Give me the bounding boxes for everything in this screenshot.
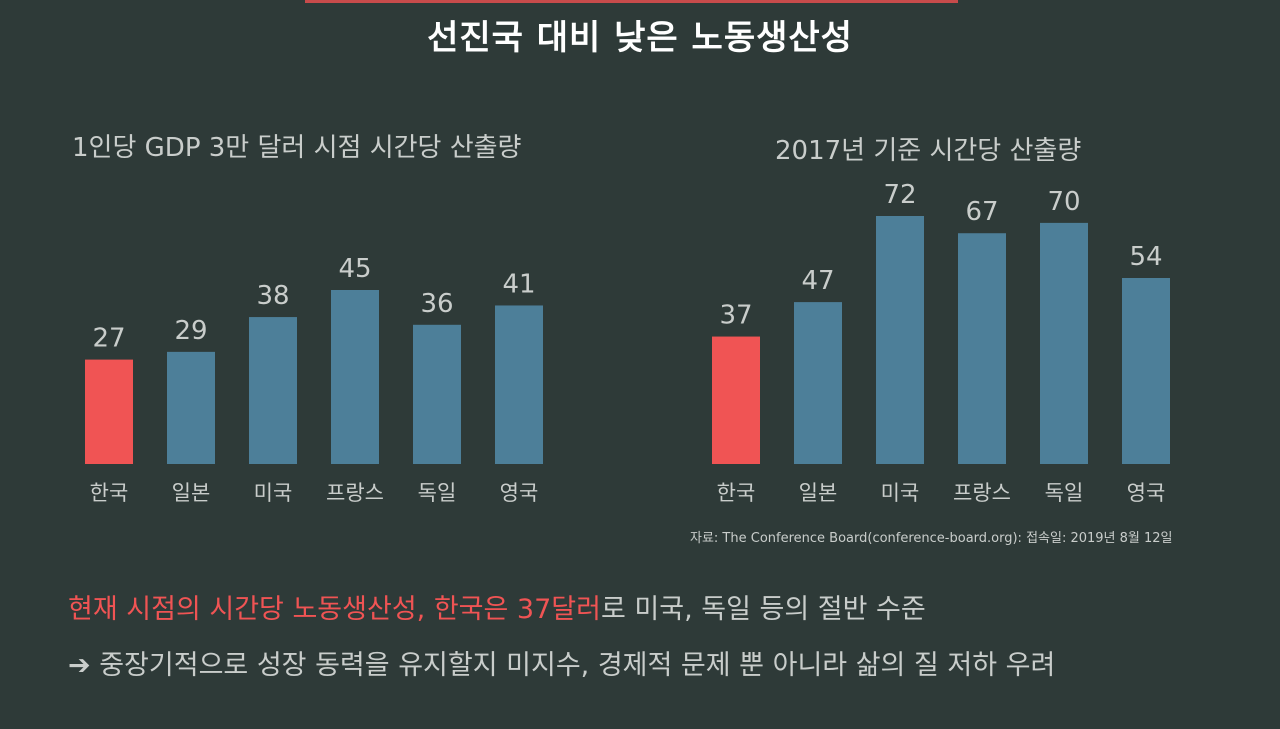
chart1-bar-독일	[413, 324, 461, 464]
chart1-bar-한국	[85, 359, 133, 464]
chart1-value-label: 27	[92, 324, 125, 354]
chart2-title: 2017년 기준 시간당 산출량	[775, 136, 1082, 166]
chart1-bar-미국	[249, 317, 297, 464]
summary-rest: 로 미국, 독일 등의 절반 수준	[600, 594, 926, 625]
chart2-value-label: 47	[801, 266, 834, 296]
chart1-value-label: 29	[174, 316, 207, 346]
summary-line-1: 현재 시점의 시간당 노동생산성, 한국은 37달러로 미국, 독일 등의 절반…	[68, 587, 926, 626]
chart1-category-label: 미국	[254, 481, 293, 505]
chart1-value-label: 41	[502, 269, 535, 299]
chart2-bar-프랑스	[958, 233, 1006, 464]
chart1-category-label: 독일	[418, 481, 457, 505]
chart1-title: 1인당 GDP 3만 달러 시점 시간당 산출량	[72, 133, 522, 163]
chart1-bar-영국	[495, 305, 543, 464]
chart1-bar-일본	[167, 351, 215, 464]
chart1-value-label: 45	[338, 254, 371, 284]
chart2-bar-독일	[1040, 222, 1088, 464]
chart2-value-label: 70	[1047, 187, 1080, 217]
summary-highlight: 현재 시점의 시간당 노동생산성, 한국은 37달러	[68, 594, 601, 625]
chart1-category-label: 영국	[500, 481, 539, 505]
chart2-value-label: 37	[719, 301, 752, 331]
chart2-category-label: 한국	[717, 481, 756, 505]
chart1-category-label: 한국	[90, 481, 129, 505]
chart2-value-label: 67	[965, 197, 998, 227]
source-note: 자료: The Conference Board(conference-boar…	[690, 531, 1173, 546]
chart2-bar-일본	[794, 302, 842, 464]
chart1-category-label: 일본	[172, 481, 211, 505]
chart2-category-label: 영국	[1127, 481, 1166, 505]
top-accent-line	[305, 0, 958, 3]
chart1-value-label: 38	[256, 281, 289, 311]
chart1-bar-프랑스	[331, 290, 379, 464]
chart2-value-label: 54	[1129, 242, 1162, 272]
chart2-category-label: 미국	[881, 481, 920, 505]
summary-line-2: ➔ 중장기적으로 성장 동력을 유지할지 미지수, 경제적 문제 뿐 아니라 삶…	[68, 650, 1056, 681]
chart1-value-label: 36	[420, 289, 453, 319]
chart2-bar-한국	[712, 336, 760, 464]
chart2-bar-미국	[876, 216, 924, 464]
chart2-category-label: 독일	[1045, 481, 1084, 505]
chart1-category-label: 프랑스	[326, 481, 384, 505]
chart2-category-label: 일본	[799, 481, 838, 505]
chart2-bar-영국	[1122, 278, 1170, 464]
chart2-category-label: 프랑스	[953, 481, 1011, 505]
chart2-value-label: 72	[883, 180, 916, 210]
page-title: 선진국 대비 낮은 노동생산성	[427, 18, 853, 58]
